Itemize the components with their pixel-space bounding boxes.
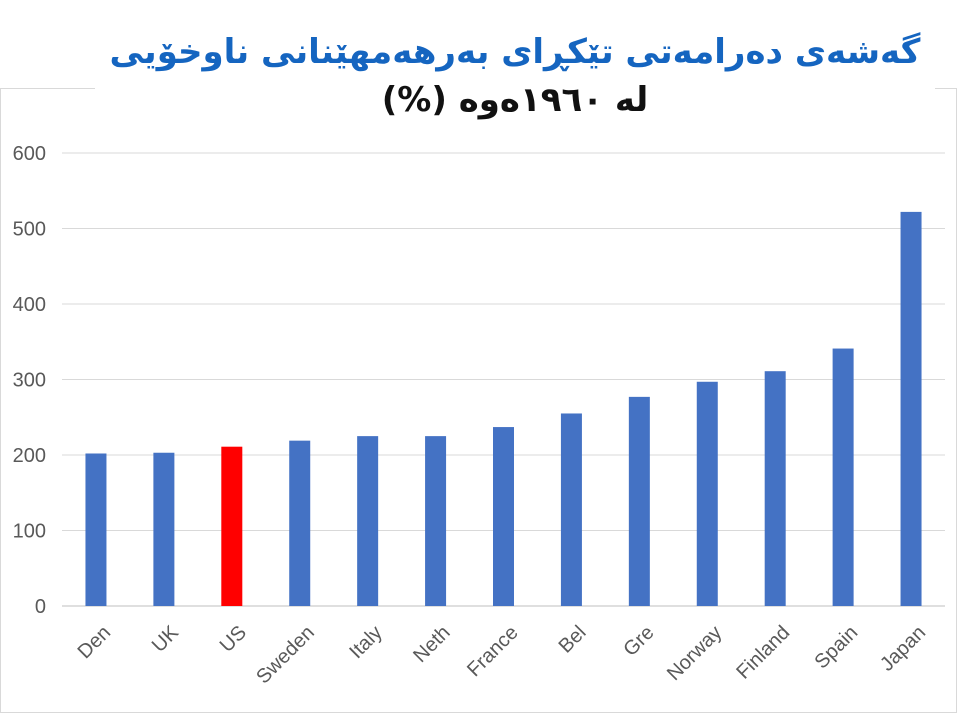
y-tick-label: 600 bbox=[13, 143, 46, 165]
chart-title: گەشەی دەرامەتی تێکڕای بەرهەمهێنانی ناوخۆ… bbox=[95, 28, 935, 132]
bar-uk bbox=[153, 452, 175, 606]
chart-title-line-1: گەشەی دەرامەتی تێکڕای بەرهەمهێنانی ناوخۆ… bbox=[109, 32, 921, 72]
bar-norway bbox=[696, 381, 718, 606]
x-tick-label: Den bbox=[74, 622, 116, 664]
x-tick-label: Spain bbox=[811, 622, 863, 674]
x-tick-label: US bbox=[216, 622, 251, 657]
y-tick-label: 0 bbox=[35, 596, 46, 618]
x-tick-label: UK bbox=[148, 621, 184, 657]
bar-neth bbox=[425, 436, 447, 606]
y-tick-label: 300 bbox=[13, 370, 46, 392]
bar-gre bbox=[628, 396, 650, 606]
x-axis-ticks: Den UK US Sweden Italy Neth France Bel Gre Norway… bbox=[74, 621, 931, 688]
x-tick-label: Norway bbox=[663, 622, 726, 685]
x-tick-label: Japan bbox=[876, 622, 930, 676]
gridlines bbox=[62, 152, 945, 607]
x-tick-label: France bbox=[463, 622, 523, 682]
y-axis-ticks: 0 100 200 300 400 500 600 bbox=[13, 143, 46, 618]
x-tick-label: Gre bbox=[619, 622, 658, 661]
bar-spain bbox=[832, 348, 854, 606]
y-tick-label: 500 bbox=[13, 219, 46, 241]
bar-den bbox=[85, 453, 107, 606]
x-tick-label: Neth bbox=[409, 622, 454, 667]
y-tick-label: 400 bbox=[13, 294, 46, 316]
x-tick-label: Bel bbox=[555, 622, 591, 658]
bar-france bbox=[493, 427, 514, 606]
bar-bel bbox=[560, 413, 582, 606]
x-tick-label: Finland bbox=[732, 622, 794, 684]
bar-finland bbox=[764, 371, 786, 606]
bar-sweden bbox=[289, 440, 311, 606]
bars bbox=[85, 211, 922, 606]
x-tick-label: Italy bbox=[345, 622, 386, 663]
chart-title-line-2: لە ١٩٦٠ەوە (%) bbox=[381, 80, 649, 120]
x-tick-label: Sweden bbox=[252, 622, 319, 689]
y-tick-label: 200 bbox=[13, 445, 46, 467]
bar-italy bbox=[357, 436, 379, 606]
chart-frame bbox=[0, 88, 957, 713]
bar-us bbox=[221, 446, 243, 606]
bar-japan bbox=[900, 211, 922, 606]
y-tick-label: 100 bbox=[13, 521, 46, 543]
